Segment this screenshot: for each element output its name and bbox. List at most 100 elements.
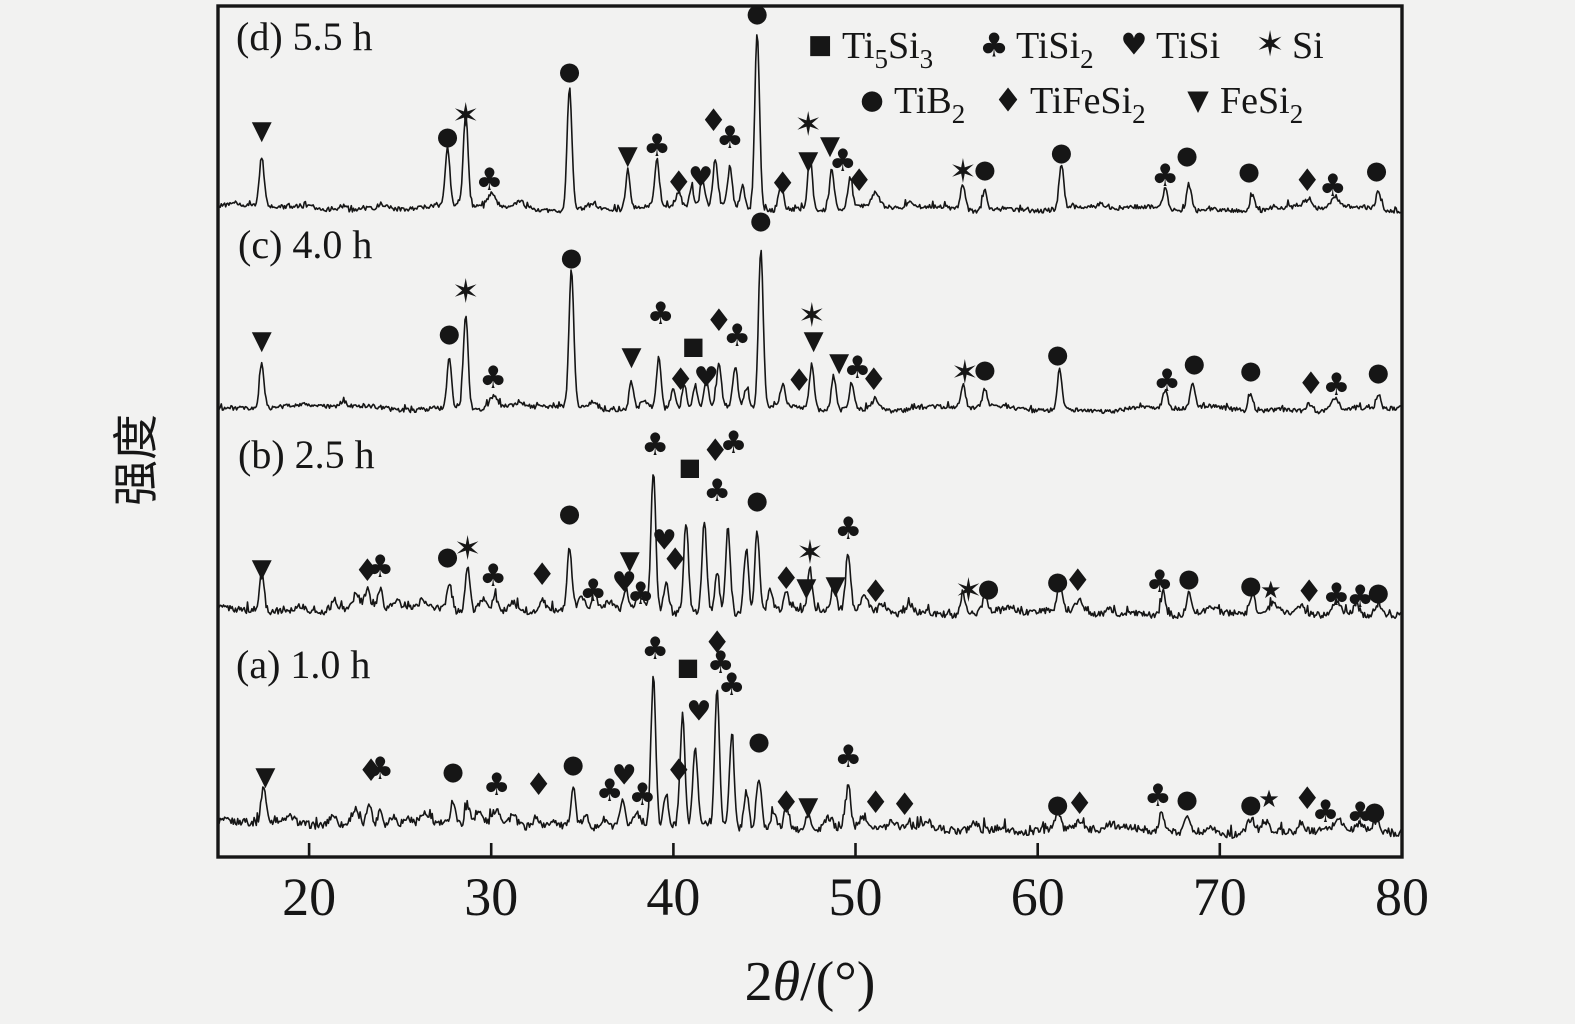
legend-phase-label: TiSi [1156, 25, 1220, 67]
marker-circle-icon: ● [1240, 790, 1262, 819]
marker-square-icon: ■ [682, 332, 705, 360]
marker-tri-icon: ▼ [826, 571, 846, 601]
marker-circle-icon: ● [1238, 157, 1260, 186]
plot-border [216, 4, 1404, 859]
marker-club-icon: ♣ [716, 120, 744, 156]
marker-club-icon: ♣ [707, 645, 735, 681]
marker-diamond-icon: ♦ [862, 785, 890, 821]
marker-circle-icon: ● [1178, 564, 1200, 593]
marker-circle-icon: ● [1176, 141, 1198, 170]
legend-circle-icon: ● [860, 85, 884, 116]
x-axis-title: 2θ/(°) [745, 951, 876, 1013]
marker-star5-icon: ★ [1260, 576, 1282, 604]
legend-item-TiSi: ♥ TiSi [1121, 25, 1221, 67]
marker-club-icon: ♣ [1144, 778, 1172, 814]
marker-circle-icon: ● [1047, 340, 1069, 369]
legend-phase-label: Si [1292, 25, 1324, 67]
marker-diamond-icon: ♦ [845, 163, 873, 199]
marker-club-icon: ♣ [476, 162, 504, 198]
marker-heart-icon: ♥ [688, 161, 713, 194]
marker-circle-icon: ● [1050, 138, 1072, 167]
legend: ■ Ti5Si3 ♣ TiSi2 ♥ TiSi ✶ Si ● TiB2 ♦ TiFeSi2 ▼ FeSi2 [808, 25, 1324, 129]
marker-circle-icon: ● [1240, 571, 1262, 600]
x-tick-label: 70 [1193, 867, 1247, 927]
marker-tri-icon: ▼ [798, 792, 818, 822]
marker-si-icon: ✶ [452, 96, 480, 135]
marker-tri-icon: ▼ [829, 348, 849, 378]
panel-labels: (a) 1.0 h (b) 2.5 h (c) 4.0 h (d) 5.5 h [236, 14, 375, 687]
marker-club-icon: ♣ [703, 473, 731, 509]
marker-club-icon: ♣ [596, 773, 624, 809]
marker-club-icon: ♣ [1323, 367, 1351, 403]
marker-diamond-icon: ♦ [1066, 786, 1094, 822]
marker-diamond-icon: ♦ [860, 362, 888, 398]
marker-tri-icon: ▼ [620, 546, 640, 576]
marker-tri-icon: ▼ [252, 326, 272, 356]
marker-club-icon: ♣ [483, 767, 511, 803]
marker-club-icon: ♣ [647, 296, 675, 332]
marker-club-icon: ♣ [641, 427, 669, 463]
marker-tri-icon: ▼ [820, 131, 840, 161]
axis-titles: 2θ/(°) 强度 [111, 414, 875, 1013]
marker-diamond-icon: ♦ [769, 166, 797, 202]
legend-diamond-icon: ♦ [993, 81, 1023, 120]
marker-heart-icon: ♥ [612, 759, 637, 792]
marker-club-icon: ♣ [1323, 577, 1351, 613]
marker-circle-icon: ● [748, 727, 770, 756]
panel-label-a: (a) 1.0 h [236, 642, 370, 687]
x-tick-label: 80 [1375, 867, 1429, 927]
panel-label-b: (b) 2.5 h [238, 432, 375, 477]
x-tick-label: 60 [1011, 867, 1065, 927]
panel-label-c: (c) 4.0 h [238, 222, 372, 267]
legend-phase-label: TiSi2 [1016, 25, 1094, 74]
marker-heart-icon: ♥ [652, 524, 677, 557]
marker-club-icon: ♣ [643, 128, 671, 164]
marker-tri-icon: ▼ [796, 573, 816, 603]
marker-tri-icon: ▼ [798, 146, 818, 176]
marker-diamond-icon: ♦ [665, 753, 693, 789]
marker-diamond-icon: ♦ [891, 787, 919, 823]
marker-si-icon: ✶ [454, 529, 482, 568]
marker-club-icon: ♣ [479, 360, 507, 396]
marker-diamond-icon: ♦ [354, 553, 382, 589]
marker-circle-icon: ● [1176, 785, 1198, 814]
legend-item-Ti5Si3: ■ Ti5Si3 [808, 25, 933, 74]
marker-circle-icon: ● [1047, 790, 1069, 819]
marker-circle-icon: ● [559, 499, 581, 528]
diffraction-traces [217, 34, 1403, 839]
y-axis-title: 强度 [111, 414, 162, 506]
marker-circle-icon: ● [1366, 156, 1388, 185]
marker-club-icon: ♣ [366, 751, 394, 787]
panel-label-d: (d) 5.5 h [236, 14, 373, 59]
marker-si-icon: ✶ [794, 105, 822, 144]
marker-club-icon: ♣ [641, 631, 669, 667]
marker-club-icon: ♣ [479, 558, 507, 594]
marker-club-icon: ♣ [1153, 363, 1181, 399]
marker-diamond-icon: ♦ [528, 557, 556, 593]
marker-tri-icon: ▼ [622, 342, 642, 372]
marker-club-icon: ♣ [1346, 579, 1374, 615]
marker-si-icon: ✶ [798, 296, 826, 335]
marker-circle-icon: ● [1367, 578, 1389, 607]
legend-phase-label: TiFeSi2 [1030, 80, 1146, 129]
x-tick-label: 50 [829, 867, 883, 927]
legend-item-FeSi2: ▼ FeSi2 [1187, 80, 1303, 129]
marker-tri-icon: ▼ [804, 326, 824, 356]
marker-club-icon: ♣ [834, 739, 862, 775]
marker-si-icon: ✶ [955, 571, 983, 610]
marker-diamond-icon: ♦ [705, 303, 733, 339]
trace-c [217, 249, 1403, 415]
legend-tri-icon: ▼ [1187, 84, 1209, 117]
marker-club-icon: ♣ [723, 318, 751, 354]
x-tick-label: 30 [464, 867, 518, 927]
marker-diamond-icon: ♦ [703, 625, 731, 661]
marker-circle-icon: ● [1240, 356, 1262, 385]
marker-circle-icon: ● [1183, 349, 1205, 378]
marker-circle-icon: ● [560, 243, 582, 272]
marker-tri-icon: ▼ [255, 762, 275, 792]
marker-si-icon: ✶ [951, 353, 979, 392]
marker-diamond-icon: ♦ [772, 785, 800, 821]
trace-a [217, 675, 1403, 839]
marker-circle-icon: ● [438, 319, 460, 348]
